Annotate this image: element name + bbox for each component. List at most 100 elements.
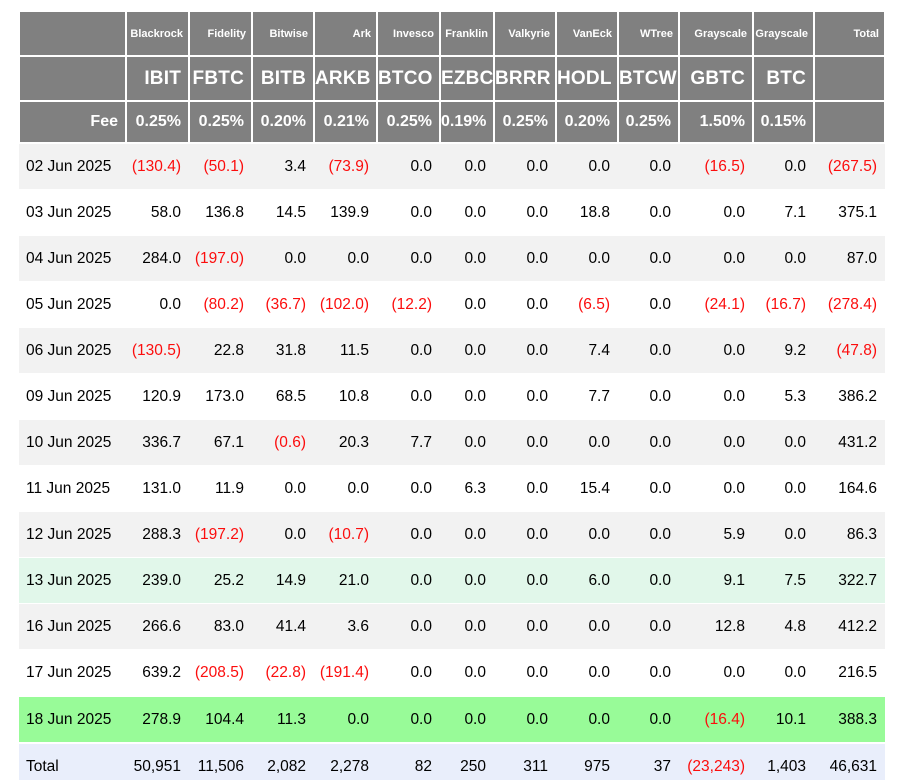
row-date: 05 Jun 2025	[19, 281, 126, 328]
flow-value: 22.8	[189, 327, 252, 374]
flow-value: 0.0	[556, 649, 618, 696]
table-row: 18 Jun 2025 278.9 104.4 11.3 0.0 0.0 0.0 0.0 0.0…	[19, 695, 885, 743]
table-row: 05 Jun 2025 0.0 (80.2) (36.7) (102.0) (12.2) 0…	[19, 281, 885, 328]
ticker-header: EZBC	[439, 55, 495, 102]
table-row: 13 Jun 2025 239.0 25.2 14.9 21.0 0.0 0.0 0.0 6.0…	[19, 557, 885, 604]
flow-value: 0.0	[618, 327, 679, 374]
row-total: 412.2	[814, 603, 885, 650]
flow-value: 0.0	[556, 695, 618, 743]
table-row: 04 Jun 2025 284.0 (197.0) 0.0 0.0 0.0 0.0 0.0 0.…	[19, 235, 885, 282]
fee-value: 0.20%	[251, 100, 315, 144]
fee-value: 0.15%	[752, 100, 815, 144]
issuer-header: Bitwise	[251, 10, 315, 57]
ticker-header: IBIT	[125, 55, 190, 102]
row-total: 87.0	[814, 235, 885, 282]
flow-value: 0.0	[440, 511, 494, 558]
row-date: 04 Jun 2025	[19, 235, 126, 282]
issuer-header: Grayscale	[678, 10, 754, 57]
flow-value: 11.5	[314, 327, 377, 374]
flow-value: 6.0	[556, 557, 618, 604]
flow-value: (80.2)	[189, 281, 252, 328]
ticker-header-row: IBIT FBTC BITB ARKB BTCO EZBC BRRR HODL BTCW GBTC…	[18, 55, 886, 102]
column-total: 37	[618, 742, 679, 780]
flow-value: 0.0	[618, 189, 679, 236]
flow-value: (0.6)	[252, 419, 314, 466]
flow-value: 0.0	[440, 695, 494, 743]
flow-value: 136.8	[189, 189, 252, 236]
column-total: 11,506	[189, 742, 252, 780]
issuer-header: Grayscale	[752, 10, 815, 57]
row-total: 322.7	[814, 557, 885, 604]
flow-value: 83.0	[189, 603, 252, 650]
fee-value: 0.25%	[125, 100, 190, 144]
flow-value: (16.7)	[753, 281, 814, 328]
flow-value: (130.5)	[126, 327, 189, 374]
flow-value: 336.7	[126, 419, 189, 466]
flow-value: 0.0	[494, 373, 556, 420]
flow-value: 12.8	[679, 603, 753, 650]
issuer-header: Blackrock	[125, 10, 190, 57]
flow-value: 239.0	[126, 557, 189, 604]
row-total: (278.4)	[814, 281, 885, 328]
flow-value: 0.0	[494, 327, 556, 374]
row-date: 10 Jun 2025	[19, 419, 126, 466]
flow-value: 0.0	[679, 327, 753, 374]
flow-value: 0.0	[377, 511, 440, 558]
flow-value: (10.7)	[314, 511, 377, 558]
ticker-header: BTC	[752, 55, 815, 102]
fee-value: 0.25%	[617, 100, 680, 144]
flow-value: 10.1	[753, 695, 814, 743]
fee-value: 0.20%	[555, 100, 619, 144]
flow-value: 0.0	[753, 419, 814, 466]
flow-value: 20.3	[314, 419, 377, 466]
flow-value: 0.0	[440, 189, 494, 236]
flow-value: 9.1	[679, 557, 753, 604]
flow-value: 0.0	[494, 189, 556, 236]
flow-value: 0.0	[494, 511, 556, 558]
flow-value: 0.0	[377, 557, 440, 604]
ticker-header: HODL	[555, 55, 619, 102]
row-date: 09 Jun 2025	[19, 373, 126, 420]
flow-value: 0.0	[494, 695, 556, 743]
flow-value: (24.1)	[679, 281, 753, 328]
row-date: 11 Jun 2025	[19, 465, 126, 512]
flow-value: 0.0	[679, 373, 753, 420]
flow-value: 0.0	[314, 695, 377, 743]
row-total: 216.5	[814, 649, 885, 696]
flow-value: 0.0	[753, 511, 814, 558]
flow-value: 9.2	[753, 327, 814, 374]
column-total: 250	[440, 742, 494, 780]
flow-value: (197.2)	[189, 511, 252, 558]
flow-value: 0.0	[440, 603, 494, 650]
flow-value: (22.8)	[252, 649, 314, 696]
issuer-header: Ark	[313, 10, 378, 57]
flow-value: 0.0	[618, 557, 679, 604]
row-total: 164.6	[814, 465, 885, 512]
table-row: 16 Jun 2025 266.6 83.0 41.4 3.6 0.0 0.0 0.0 0.0 0…	[19, 603, 885, 650]
row-total: 388.3	[814, 695, 885, 743]
flow-value: 131.0	[126, 465, 189, 512]
table-row: 11 Jun 2025 131.0 11.9 0.0 0.0 0.0 6.3 0.0 15.4 0…	[19, 465, 885, 512]
flow-value: 21.0	[314, 557, 377, 604]
flow-value: 15.4	[556, 465, 618, 512]
ticker-header: BTCW	[617, 55, 680, 102]
ticker-header: FBTC	[188, 55, 253, 102]
flow-value: (12.2)	[377, 281, 440, 328]
flow-value: 0.0	[440, 281, 494, 328]
row-total: 386.2	[814, 373, 885, 420]
flow-value: 0.0	[440, 373, 494, 420]
flow-value: 3.6	[314, 603, 377, 650]
flow-value: (130.4)	[126, 142, 189, 190]
flow-value: 288.3	[126, 511, 189, 558]
flow-value: 0.0	[618, 695, 679, 743]
flow-value: 0.0	[753, 142, 814, 190]
table-row: 03 Jun 2025 58.0 136.8 14.5 139.9 0.0 0.0 0.0 18…	[19, 189, 885, 236]
flow-value: (36.7)	[252, 281, 314, 328]
column-total: 82	[377, 742, 440, 780]
fee-value: 1.50%	[678, 100, 754, 144]
flow-value: 0.0	[618, 649, 679, 696]
total-row: Total 50,951 11,506 2,082 2,278 82 250 311 975 37…	[19, 742, 885, 780]
flow-value: 14.9	[252, 557, 314, 604]
flow-value: 0.0	[377, 603, 440, 650]
flow-value: (197.0)	[189, 235, 252, 282]
